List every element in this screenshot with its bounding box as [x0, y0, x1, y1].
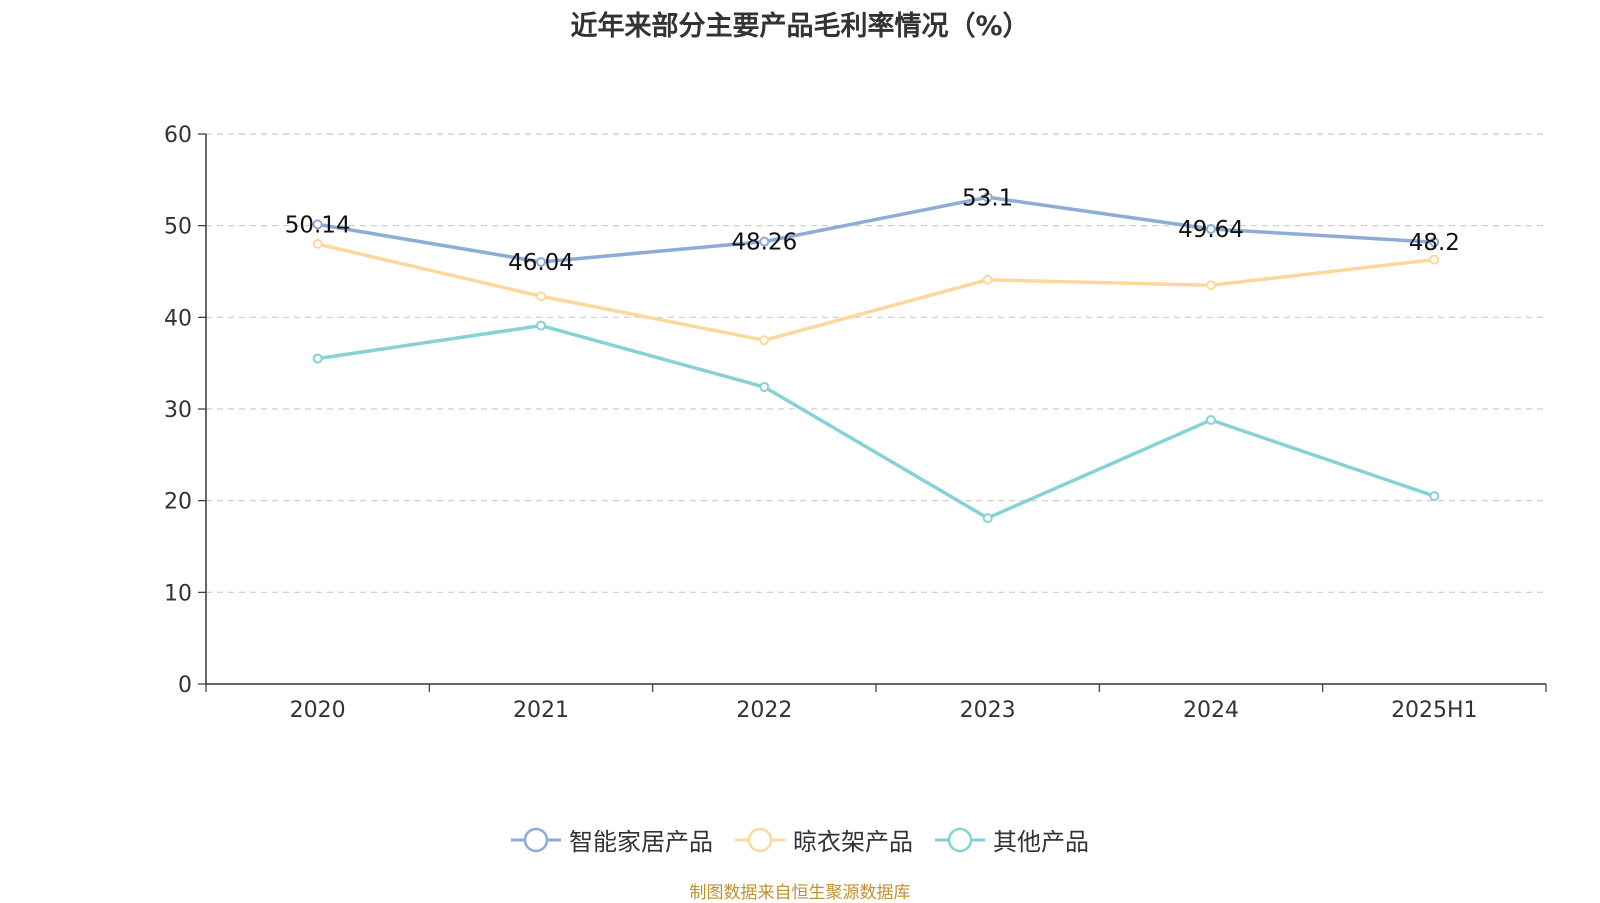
data-point	[1429, 491, 1440, 502]
data-point	[1206, 223, 1216, 234]
data-label: 46.04	[508, 250, 574, 276]
y-tick-label: 30	[164, 398, 192, 423]
y-tick-label: 50	[164, 215, 192, 240]
x-tick-label: 2022	[736, 698, 792, 723]
y-tick-label: 40	[164, 306, 192, 331]
y-tick-label: 0	[178, 673, 192, 698]
series-line-0	[317, 195, 1435, 264]
y-tick-label: 60	[164, 123, 192, 148]
data-point	[312, 219, 323, 230]
series-line-2	[317, 323, 1435, 520]
data-source-note: 制图数据来自恒生聚源数据库	[689, 883, 911, 903]
x-tick-label: 2021	[513, 698, 569, 723]
x-tick-label: 2024	[1183, 698, 1239, 723]
x-tick-label: 2020	[290, 698, 346, 723]
legend-item[interactable]: 智能家居产品	[511, 822, 713, 857]
data-point	[1206, 415, 1216, 425]
data-point	[312, 353, 323, 364]
legend-label: 其他产品	[993, 828, 1089, 856]
data-label: 49.64	[1178, 217, 1244, 243]
data-label: 53.1	[962, 185, 1013, 211]
legend-swatch-icon	[511, 827, 561, 852]
data-label: 48.26	[731, 230, 797, 256]
data-point	[982, 274, 993, 285]
legend-swatch-icon	[735, 827, 785, 852]
data-point	[536, 320, 546, 331]
chart-title: 近年来部分主要产品毛利率情况（%）	[570, 11, 1030, 42]
data-point	[312, 239, 323, 249]
legend-label: 智能家居产品	[569, 828, 713, 856]
data-point	[982, 513, 993, 524]
legend-label: 晾衣架产品	[793, 828, 913, 856]
data-point	[1429, 254, 1440, 265]
legend-item[interactable]: 其他产品	[935, 822, 1089, 857]
data-point	[536, 291, 546, 302]
legend-swatch-marker	[747, 827, 773, 852]
y-tick-label: 10	[164, 581, 192, 606]
data-point	[759, 382, 770, 392]
y-tick-label: 20	[164, 490, 192, 515]
legend-swatch-marker	[523, 827, 549, 852]
data-label: 50.14	[285, 212, 351, 238]
x-tick-label: 2023	[960, 698, 1016, 723]
chart-legend: 智能家居产品 晾衣架产品 其他产品	[0, 822, 1600, 857]
data-point	[1429, 237, 1440, 248]
legend-swatch-marker	[947, 827, 973, 852]
series-line-1	[317, 242, 1435, 342]
legend-item[interactable]: 晾衣架产品	[735, 822, 913, 857]
data-point	[536, 256, 546, 267]
data-point	[759, 236, 770, 247]
data-point	[982, 192, 993, 203]
x-tick-label: 2025H1	[1391, 698, 1478, 723]
legend-swatch-icon	[935, 827, 985, 852]
data-point	[759, 335, 770, 346]
data-point	[1206, 280, 1216, 291]
data-label: 48.2	[1409, 230, 1460, 256]
